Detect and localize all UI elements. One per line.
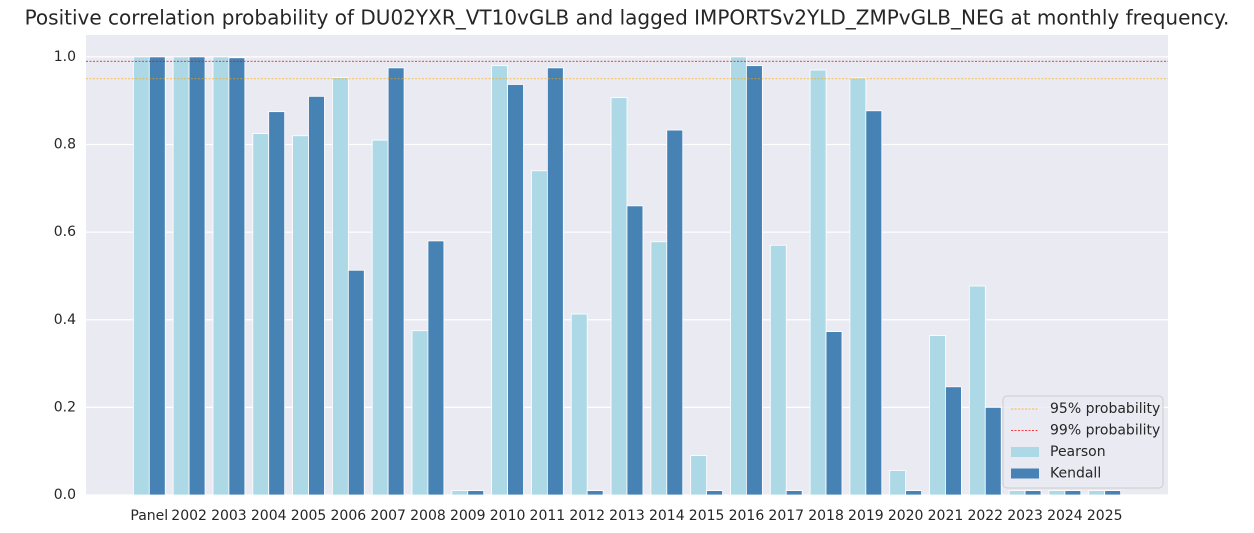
bar	[371, 139, 389, 496]
bar	[746, 65, 763, 496]
y-tick-label: 0.6	[54, 224, 76, 240]
bar	[650, 241, 668, 496]
bar	[132, 56, 150, 496]
x-tick-label: 2022	[967, 508, 1003, 524]
x-tick-label: 2007	[370, 508, 406, 524]
bar	[491, 65, 508, 496]
bar	[308, 95, 325, 496]
bar	[706, 490, 723, 496]
bar	[570, 313, 588, 496]
x-tick-label: 2015	[689, 508, 725, 524]
bar	[929, 335, 946, 496]
x-tick-label: 2020	[888, 508, 924, 524]
bars	[132, 56, 1122, 496]
y-tick-label: 0.2	[54, 399, 76, 415]
bar	[849, 77, 867, 496]
x-tick-label: 2014	[649, 508, 685, 524]
y-tick-label: 1.0	[54, 49, 76, 65]
bar	[1048, 490, 1066, 496]
legend-swatch	[1011, 447, 1039, 457]
bar	[148, 56, 166, 496]
bar	[507, 84, 524, 496]
bar	[889, 470, 907, 496]
x-tick-label: 2019	[848, 508, 884, 524]
bar	[531, 170, 548, 496]
bar	[427, 240, 445, 496]
bar	[626, 205, 644, 496]
bar	[825, 331, 843, 496]
y-tick-label: 0.0	[54, 487, 76, 503]
bar	[945, 386, 962, 496]
bar	[1088, 490, 1106, 496]
x-tick-label: 2004	[251, 508, 287, 524]
x-tick-label: 2017	[768, 508, 804, 524]
bar	[172, 56, 190, 496]
x-tick-label: 2005	[291, 508, 327, 524]
legend-label: Kendall	[1050, 466, 1101, 482]
bar	[268, 111, 286, 496]
x-tick-label: 2021	[928, 508, 964, 524]
bar	[451, 490, 469, 496]
legend-swatch	[1011, 468, 1039, 479]
bar	[1104, 490, 1122, 496]
x-tick-label: 2023	[1007, 508, 1043, 524]
bar	[228, 57, 246, 496]
bar	[188, 56, 206, 496]
x-tick-label: 2006	[331, 508, 367, 524]
bar	[730, 56, 747, 496]
x-tick-label: 2008	[410, 508, 446, 524]
bar	[586, 490, 604, 496]
bar	[610, 97, 628, 496]
chart-title: Positive correlation probability of DU02…	[25, 6, 1230, 30]
bar	[809, 69, 827, 496]
bar	[666, 129, 684, 496]
bar	[785, 490, 803, 496]
bar	[387, 67, 405, 496]
reference-lines	[86, 60, 1168, 80]
bar	[252, 133, 270, 496]
x-tick-label: 2025	[1087, 508, 1123, 524]
bar	[1024, 490, 1042, 496]
bar	[546, 67, 564, 496]
y-tick-label: 0.8	[54, 137, 76, 153]
bar	[865, 110, 883, 496]
bar	[690, 455, 708, 496]
bar	[984, 406, 1002, 496]
bar	[968, 285, 986, 496]
bar	[769, 244, 787, 496]
bar	[332, 77, 349, 496]
bar	[292, 135, 309, 496]
bar	[1064, 490, 1082, 496]
bar	[1008, 490, 1026, 496]
x-tick-label: 2024	[1047, 508, 1083, 524]
x-tick-label: 2003	[211, 508, 247, 524]
x-tick-label: 2013	[609, 508, 645, 524]
bar	[347, 269, 365, 496]
bar	[467, 490, 485, 496]
legend-label: 95% probability	[1050, 401, 1160, 417]
bar	[212, 56, 230, 496]
y-tick-label: 0.4	[54, 312, 76, 328]
x-tick-label: Panel	[130, 508, 168, 524]
x-tick-label: 2011	[530, 508, 566, 524]
legend-box	[1002, 395, 1164, 489]
x-tick-label: 2012	[569, 508, 605, 524]
x-tick-label: 2016	[729, 508, 765, 524]
x-tick-label: 2002	[171, 508, 207, 524]
legend-label: 99% probability	[1050, 423, 1160, 439]
legend: 95% probability 99% probability Pearson Ken…	[1002, 395, 1164, 489]
x-tick-label: 2018	[808, 508, 844, 524]
x-tick-label: 2010	[490, 508, 526, 524]
bar	[411, 330, 429, 496]
x-tick-label: 2009	[450, 508, 486, 524]
legend-label: Pearson	[1050, 444, 1106, 460]
bar	[905, 490, 922, 496]
